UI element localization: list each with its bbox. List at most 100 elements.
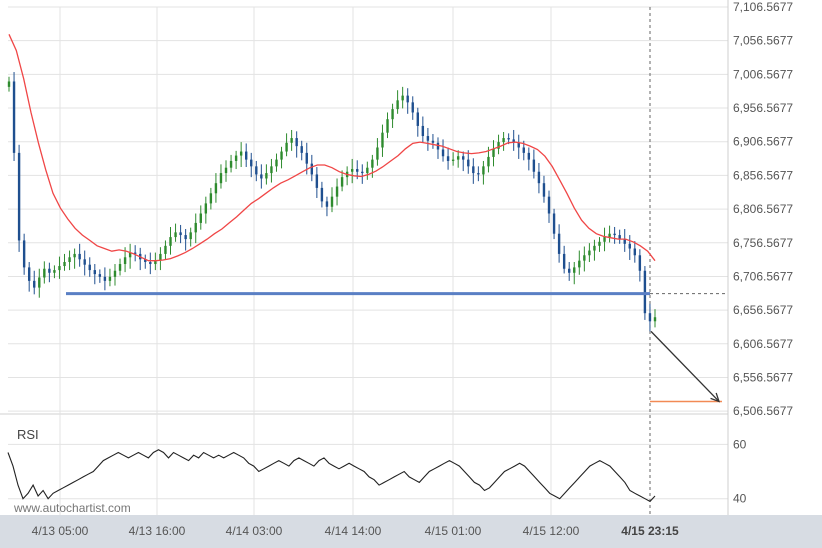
candle-body <box>356 169 359 172</box>
candle-body <box>229 160 233 168</box>
rsi-tick-label: 60 <box>733 437 747 451</box>
candle-body <box>502 138 505 143</box>
candle-body <box>648 313 652 322</box>
candle-body <box>573 267 576 273</box>
candle-body <box>189 232 192 240</box>
candle-body <box>315 174 319 188</box>
x-tick-label: 4/15 01:00 <box>425 524 482 538</box>
candle-body <box>598 241 601 246</box>
candle-body <box>578 260 581 268</box>
y-tick-label: 6,856.5677 <box>733 168 793 182</box>
x-axis: 4/13 05:00 4/13 16:00 4/14 03:00 4/14 14:00… <box>0 515 822 548</box>
price-panel <box>7 7 728 515</box>
y-tick-label: 7,006.5677 <box>733 67 793 81</box>
candle-body <box>325 201 329 207</box>
candle-body <box>270 166 273 174</box>
candle-body <box>63 262 66 267</box>
candle-body <box>350 169 354 172</box>
rsi-label: RSI <box>17 427 39 442</box>
candle-body <box>446 156 450 161</box>
candle-body <box>396 100 399 110</box>
candle-body <box>118 264 122 271</box>
candle-body <box>532 159 536 172</box>
candle-body <box>492 148 495 157</box>
candle-body <box>199 213 202 223</box>
candle-body <box>618 235 621 240</box>
candle-body <box>133 252 137 254</box>
y-tick-label: 6,906.5677 <box>733 135 793 149</box>
candle-body <box>43 268 46 278</box>
candle-body <box>159 253 162 261</box>
candle-body <box>456 156 460 160</box>
candle-body <box>608 233 611 238</box>
candle-body <box>552 213 556 234</box>
candle-body <box>507 138 510 140</box>
y-tick-label: 6,956.5677 <box>733 101 793 115</box>
forecast-arrow-line <box>650 330 720 402</box>
candle-body <box>7 81 11 87</box>
candle-body <box>467 159 470 167</box>
y-axis-bg <box>728 0 822 515</box>
rsi-tick-label: 40 <box>733 492 747 506</box>
candle-body <box>462 156 465 160</box>
candle-body <box>53 270 56 273</box>
candle-body <box>487 156 490 167</box>
candle-body <box>58 266 61 271</box>
candle-body <box>22 240 26 268</box>
candle-body <box>33 280 36 288</box>
candle-body <box>123 257 127 265</box>
candle-body <box>285 142 288 152</box>
candle-body <box>517 142 520 148</box>
y-tick-label: 6,756.5677 <box>733 236 793 250</box>
candle-body <box>174 232 177 238</box>
candle-body <box>234 155 238 161</box>
moving-average-line <box>8 34 656 262</box>
candle-body <box>547 196 551 214</box>
y-tick-label: 7,056.5677 <box>733 34 793 48</box>
candle-body <box>255 166 258 175</box>
candle-body <box>361 171 364 174</box>
x-tick-label: 4/15 12:00 <box>523 524 580 538</box>
y-tick-label: 6,556.5677 <box>733 370 793 384</box>
candle-body <box>628 243 631 249</box>
candle-body <box>219 173 223 184</box>
candle-body <box>295 138 298 147</box>
candle-body <box>128 252 132 258</box>
candle-body <box>83 259 86 265</box>
candle-body <box>366 167 369 174</box>
y-axis: 7,106.5677 7,056.5677 7,006.5677 6,956.5677… <box>727 0 822 515</box>
candle-body <box>381 132 384 148</box>
candle-body <box>562 253 566 269</box>
candle-body <box>537 171 541 184</box>
y-tick-label: 6,506.5677 <box>733 404 793 418</box>
candle-body <box>512 139 515 143</box>
candle-body <box>401 95 404 101</box>
candle-body <box>330 196 334 207</box>
gridlines <box>0 6 728 515</box>
candle-body <box>179 232 182 236</box>
candle-body <box>376 147 379 160</box>
candle-body <box>426 136 430 141</box>
candle-body <box>557 233 561 254</box>
candle-body <box>416 112 419 126</box>
candle-body <box>245 151 248 160</box>
candle-body <box>194 222 197 233</box>
candle-body <box>613 233 616 236</box>
candle-body <box>169 237 172 246</box>
candle-body <box>149 262 152 265</box>
candle-body <box>436 142 440 150</box>
y-tick-label: 6,806.5677 <box>733 202 793 216</box>
candle-body <box>209 193 213 204</box>
candle-body <box>522 147 525 153</box>
candle-body <box>27 267 31 281</box>
candle-body <box>472 166 475 174</box>
candle-body <box>633 248 637 256</box>
candle-body <box>593 245 596 251</box>
candle-body <box>38 277 41 288</box>
candle-body <box>583 255 586 261</box>
candle-body <box>108 276 112 281</box>
candle-body <box>144 259 147 263</box>
candles <box>7 72 657 332</box>
candle-body <box>78 253 81 260</box>
candle-body <box>451 159 455 161</box>
